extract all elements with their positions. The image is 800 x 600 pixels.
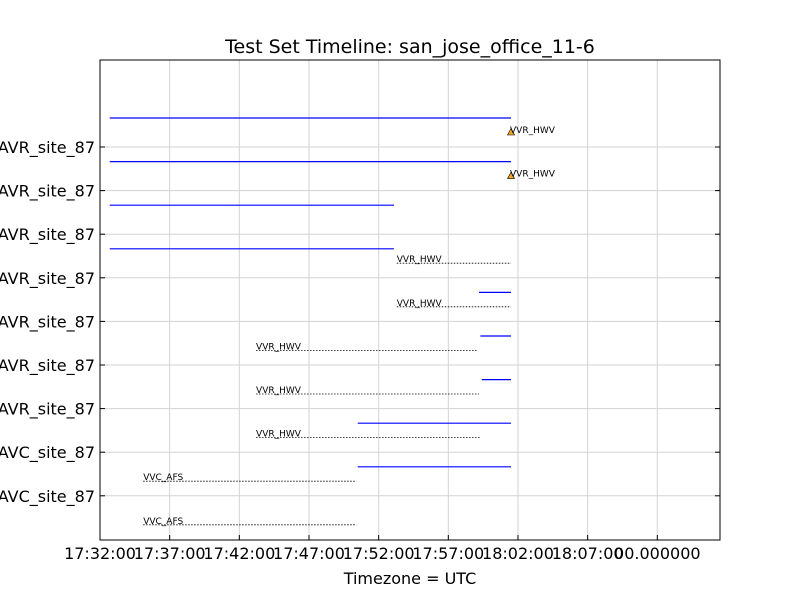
x-tick-label: 18:07:00 xyxy=(552,544,624,563)
row-annotation: VVC_AFS xyxy=(143,473,183,483)
y-tick-label: AVR_site_87 xyxy=(0,138,95,158)
y-tick-label: AVR_site_87 xyxy=(0,182,95,202)
row-annotation: VVR_HWV xyxy=(510,126,556,136)
row-annotation: VVR_HWV xyxy=(256,386,302,396)
y-tick-label: AVC_site_87 xyxy=(0,443,95,463)
x-tick-label: 17:32:00 xyxy=(64,544,136,563)
x-tick-label: 17:47:00 xyxy=(273,544,345,563)
row-annotation: VVR_HWV xyxy=(397,299,443,309)
x-tick-label: 18:02:00 xyxy=(482,544,554,563)
chart-title: Test Set Timeline: san_jose_office_11-6 xyxy=(224,36,595,58)
row-annotation: VVR_HWV xyxy=(397,255,443,265)
y-axis: AVR_site_87 AVR_site_87 AVR_site_87 AVR_sit… xyxy=(0,138,720,507)
x-axis-label: Timezone = UTC xyxy=(343,569,477,588)
row-annotation: VVC_AFS xyxy=(143,517,183,527)
x-tick-label: 17:42:00 xyxy=(203,544,275,563)
x-axis: 17:32:0017:37:0017:42:0017:47:0017:52:00… xyxy=(64,535,701,563)
x-tick-label: 00.000000 xyxy=(614,544,701,563)
x-tick-label: 17:57:00 xyxy=(412,544,484,563)
triangle-marker xyxy=(507,171,516,179)
triangle-marker xyxy=(507,127,516,136)
y-tick-label: AVR_site_87 xyxy=(0,225,95,245)
row-annotation: VVR_HWV xyxy=(256,430,302,440)
y-tick-label: AVR_site_87 xyxy=(0,356,95,376)
grid xyxy=(99,60,720,540)
y-tick-label: AVR_site_87 xyxy=(0,400,95,420)
row-annotation: VVR_HWV xyxy=(510,170,556,180)
x-tick-label: 17:52:00 xyxy=(343,544,415,563)
y-tick-label: AVC_site_87 xyxy=(0,487,95,507)
x-tick-label: 17:37:00 xyxy=(134,544,206,563)
y-tick-label: AVR_site_87 xyxy=(0,269,95,289)
y-tick-label: AVR_site_87 xyxy=(0,312,95,332)
row-annotation: VVR_HWV xyxy=(256,342,302,352)
plot-frame xyxy=(99,59,721,541)
series-layer: VVR_HWV VVR_HWV VVR_HWV VVR_HWV VVR_HWV VVR_H… xyxy=(109,117,556,527)
